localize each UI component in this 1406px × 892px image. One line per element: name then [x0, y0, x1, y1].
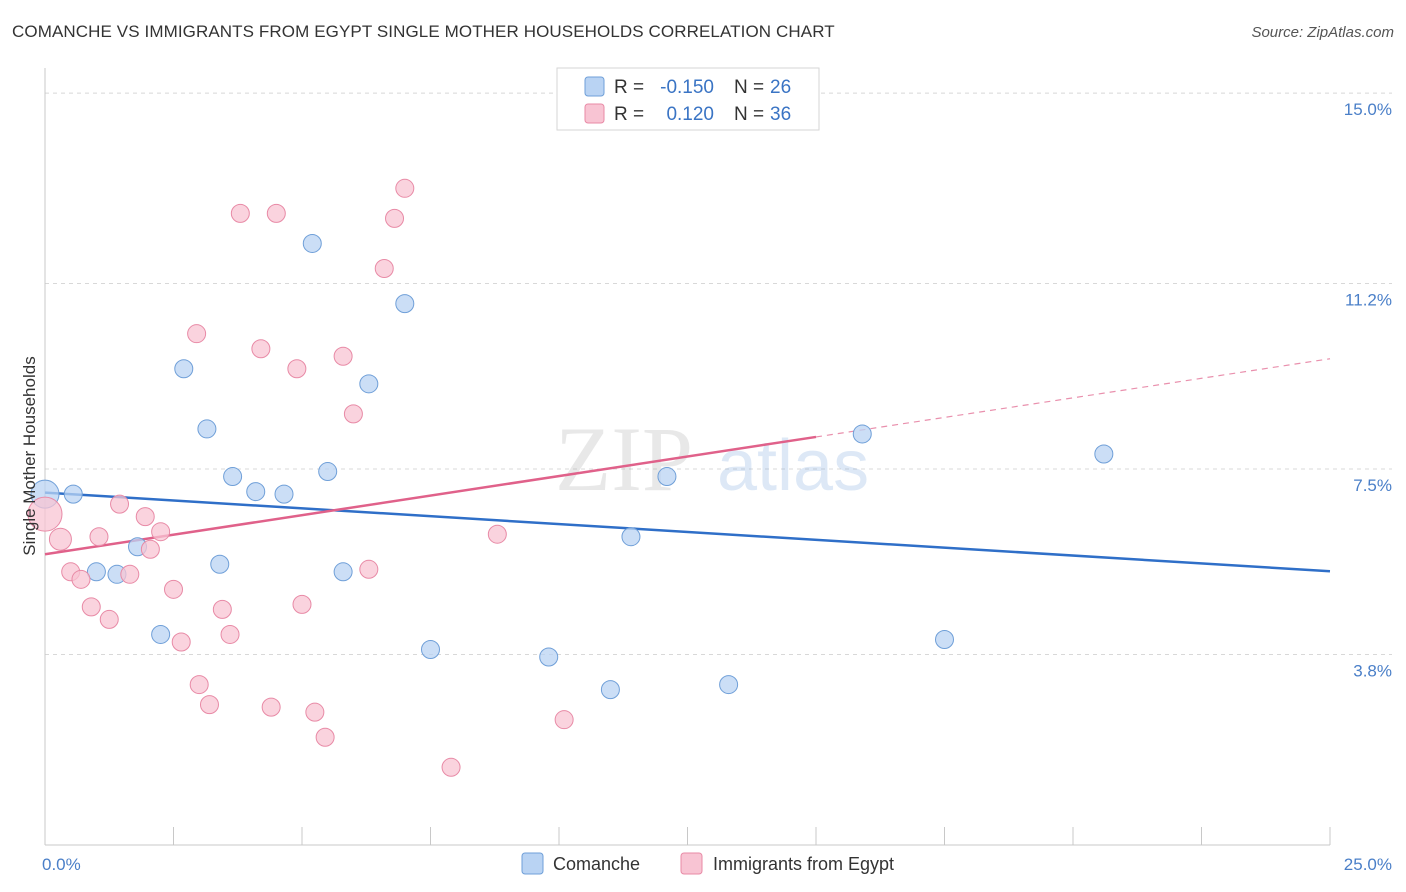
point-comanche-21: [421, 639, 440, 659]
gridlines: [45, 92, 1392, 656]
point-comanche-4: [174, 359, 194, 379]
legend-r-label-comanche: R =: [614, 77, 644, 98]
y-axis-title: Single Mother Households: [20, 356, 39, 555]
point-comanche-10: [318, 462, 338, 482]
point-egypt-0: [27, 496, 63, 532]
tick-labels: 3.8% 7.5% 11.2% 15.0% 0.0% 25.0%: [42, 100, 1392, 874]
bottom-legend-label-comanche: Comanche: [553, 854, 640, 874]
point-egypt-26: [99, 609, 119, 629]
bottom-legend-swatch-comanche: [521, 852, 544, 875]
point-egypt-30: [199, 695, 219, 715]
point-egypt-9: [287, 359, 307, 379]
point-egypt-34: [315, 727, 335, 747]
point-egypt-12: [110, 494, 130, 514]
chart-title: COMANCHE VS IMMIGRANTS FROM EGYPT SINGLE…: [12, 22, 835, 41]
point-egypt-11: [343, 404, 363, 424]
point-egypt-23: [81, 597, 101, 617]
point-egypt-27: [220, 624, 240, 644]
point-egypt-33: [554, 710, 574, 730]
point-egypt-14: [151, 522, 171, 542]
point-egypt-15: [89, 527, 109, 547]
point-comanche-23: [935, 629, 954, 649]
point-comanche-1: [63, 484, 83, 504]
point-egypt-18: [71, 569, 91, 589]
point-comanche-16: [86, 562, 106, 582]
legend-n-value-comanche: 26: [770, 77, 791, 98]
point-comanche-25: [719, 675, 739, 695]
point-egypt-6: [374, 259, 394, 279]
x-tick-label-0: 0.0%: [42, 855, 81, 874]
point-comanche-18: [210, 554, 230, 574]
point-egypt-3: [230, 203, 250, 223]
point-egypt-8: [251, 339, 271, 359]
point-egypt-28: [171, 632, 191, 652]
point-comanche-2: [302, 233, 322, 253]
series-legend: Comanche Immigrants from Egypt: [521, 852, 894, 875]
point-egypt-7: [187, 324, 207, 344]
legend-n-label-comanche: N =: [734, 77, 764, 98]
legend-n-value-egypt: 36: [770, 104, 791, 125]
point-comanche-24: [600, 680, 620, 700]
point-comanche-13: [1094, 444, 1114, 464]
point-egypt-21: [487, 524, 507, 544]
legend-swatch-egypt: [584, 103, 605, 124]
watermark: ZIP atlas: [555, 408, 869, 510]
point-egypt-4: [266, 203, 286, 223]
point-egypt-25: [212, 599, 232, 619]
point-comanche-6: [197, 419, 217, 439]
point-comanche-12: [852, 424, 872, 444]
data-points: [27, 178, 1114, 777]
point-egypt-31: [261, 697, 281, 717]
trend-line-comanche: [44, 491, 1331, 573]
point-egypt-35: [441, 757, 461, 777]
point-comanche-19: [333, 562, 353, 582]
trend-line-egypt: [44, 435, 817, 556]
bottom-legend-swatch-egypt: [680, 852, 703, 875]
point-egypt-32: [305, 702, 325, 722]
y-tick-label-0: 3.8%: [1353, 662, 1392, 681]
point-comanche-11: [657, 467, 677, 487]
point-egypt-1: [48, 527, 72, 551]
trend-lines: [44, 358, 1331, 573]
point-comanche-20: [151, 624, 171, 644]
watermark-atlas: atlas: [717, 426, 869, 506]
point-comanche-7: [223, 467, 243, 487]
point-egypt-10: [333, 346, 353, 366]
point-comanche-22: [539, 647, 559, 667]
x-tick-label-1: 25.0%: [1344, 855, 1392, 874]
point-egypt-29: [189, 675, 209, 695]
y-tick-label-1: 7.5%: [1353, 476, 1392, 495]
source-label: Source: ZipAtlas.com: [1251, 24, 1394, 41]
legend-r-label-egypt: R =: [614, 104, 644, 125]
legend-r-value-egypt: 0.120: [666, 104, 714, 125]
point-egypt-16: [140, 539, 160, 559]
point-egypt-5: [385, 208, 405, 228]
y-tick-label-2: 11.2%: [1345, 291, 1392, 310]
y-tick-label-3: 15.0%: [1344, 100, 1392, 119]
trend-line-egypt-extension: [815, 358, 1331, 438]
axes: [44, 68, 1331, 846]
legend-n-label-egypt: N =: [734, 104, 764, 125]
legend-swatch-comanche: [584, 76, 605, 97]
point-egypt-19: [120, 564, 140, 584]
legend: R = -0.150 N = 26 R = 0.120 N = 36: [556, 67, 820, 131]
point-comanche-9: [274, 484, 294, 504]
point-egypt-22: [164, 579, 183, 599]
point-egypt-24: [292, 594, 312, 614]
bottom-legend-label-egypt: Immigrants from Egypt: [713, 854, 894, 874]
point-comanche-5: [359, 374, 379, 394]
point-egypt-2: [395, 178, 415, 198]
point-egypt-20: [359, 559, 379, 579]
point-comanche-15: [621, 527, 641, 547]
point-egypt-13: [135, 507, 155, 527]
legend-r-value-comanche: -0.150: [660, 77, 714, 98]
point-comanche-8: [246, 482, 266, 502]
point-comanche-3: [395, 294, 415, 314]
